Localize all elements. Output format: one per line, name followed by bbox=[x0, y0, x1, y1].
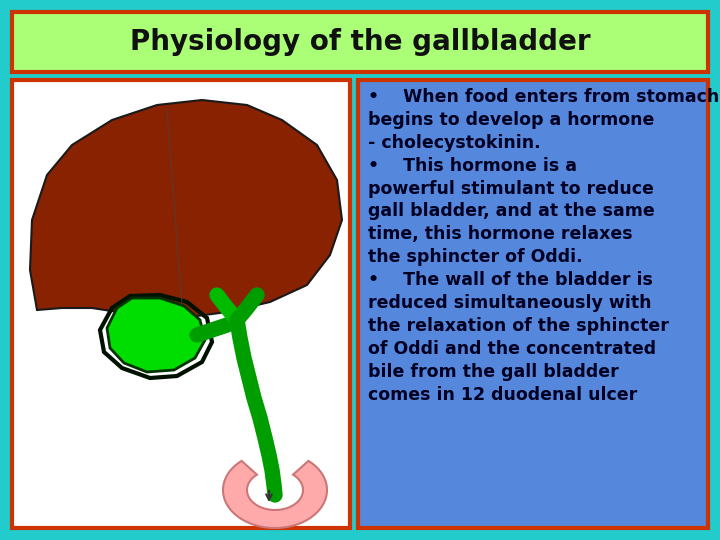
Text: Physiology of the gallbladder: Physiology of the gallbladder bbox=[130, 28, 590, 56]
Polygon shape bbox=[30, 100, 342, 318]
FancyBboxPatch shape bbox=[12, 80, 350, 528]
FancyBboxPatch shape bbox=[12, 12, 708, 72]
Text: •    When food enters from stomach to 12 duodenum, it
begins to develop a hormon: • When food enters from stomach to 12 du… bbox=[368, 88, 720, 404]
FancyBboxPatch shape bbox=[358, 80, 708, 528]
Polygon shape bbox=[223, 461, 327, 528]
Polygon shape bbox=[107, 298, 205, 372]
